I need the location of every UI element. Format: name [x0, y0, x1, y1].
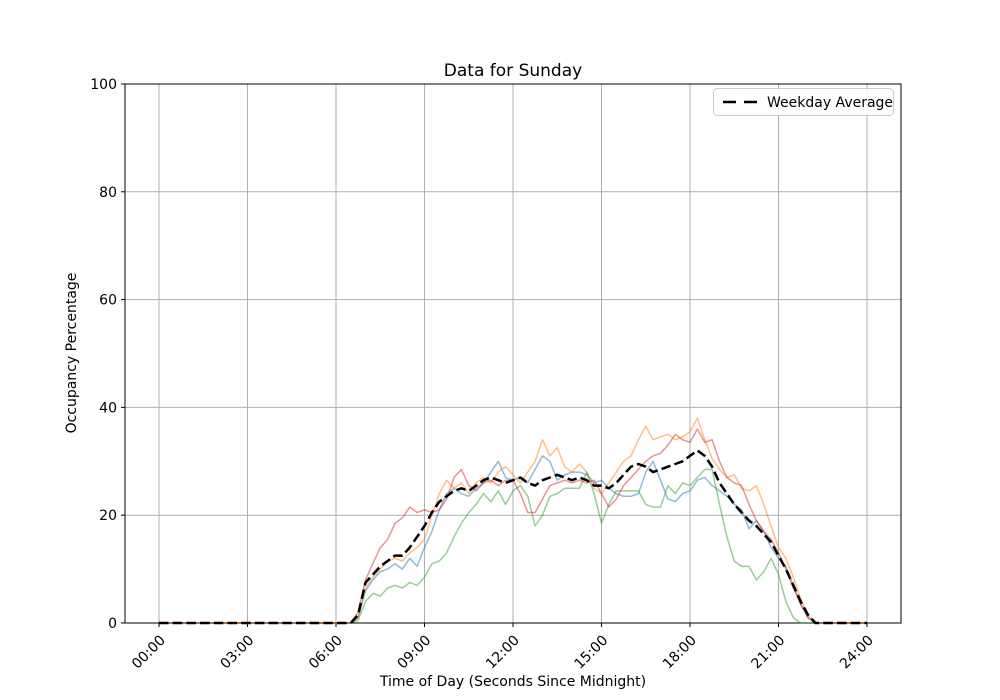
y-tick-labels: 0 20 40 60 80 100: [90, 77, 117, 632]
y-tick-label: 20: [99, 508, 117, 524]
y-axis-label: Occupancy Percentage: [64, 273, 80, 434]
y-tick-label: 100: [90, 77, 117, 93]
y-tick-label: 40: [99, 400, 117, 416]
legend: Weekday Average: [713, 88, 894, 116]
y-tick-label: 80: [99, 185, 117, 201]
x-axis-label: Time of Day (Seconds Since Midnight): [379, 674, 646, 690]
legend-box: [713, 88, 894, 116]
chart-title: Data for Sunday: [444, 61, 582, 81]
legend-label: Weekday Average: [767, 95, 893, 111]
tick-marks: [121, 83, 868, 627]
y-tick-label: 0: [108, 616, 117, 632]
data-series: [159, 417, 867, 625]
series-line-Weekday Average: [159, 449, 867, 625]
y-tick-label: 60: [99, 293, 117, 309]
